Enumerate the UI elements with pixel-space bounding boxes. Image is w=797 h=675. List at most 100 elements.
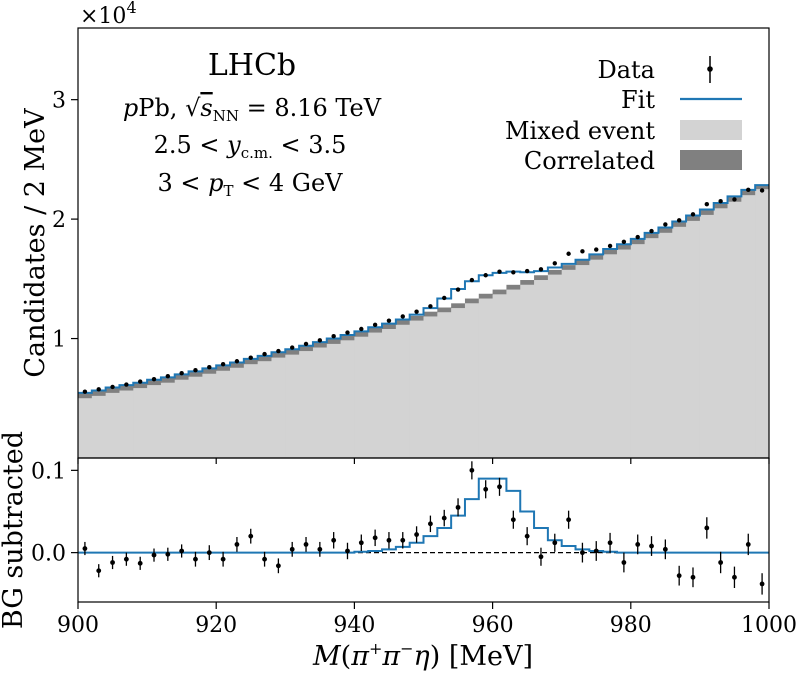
annotation-pt: 3 < pT < 4 GeV	[157, 169, 343, 200]
correlated-bar	[589, 254, 604, 260]
bg-subtracted-point	[662, 546, 668, 552]
mixed-event-bar	[188, 376, 203, 458]
bg-subtracted-point	[566, 517, 572, 523]
data-point	[524, 268, 530, 274]
data-point	[276, 348, 281, 354]
bg-subtracted-point	[704, 525, 710, 531]
data-point	[663, 222, 668, 227]
correlated-bar	[603, 249, 618, 255]
correlated-bar	[105, 388, 120, 393]
bg-subtracted-point	[607, 540, 613, 546]
y-tick-label: 2	[52, 208, 66, 233]
correlated-bar	[658, 228, 673, 233]
legend-marker-data-point	[707, 66, 713, 72]
bottom-fit-line	[78, 477, 769, 554]
mixed-event-bar	[285, 354, 300, 458]
correlated-bar	[133, 383, 148, 389]
bg-subtracted-point	[732, 574, 737, 580]
bg-subtracted-point	[345, 548, 350, 554]
mixed-event-bar	[299, 351, 314, 458]
mixed-event-bar	[699, 214, 715, 458]
mixed-event-bar	[382, 329, 397, 458]
data-point	[359, 326, 364, 332]
data-point	[386, 318, 392, 323]
bg-subtracted-point	[469, 467, 475, 473]
mixed-event-bar	[423, 316, 438, 458]
bg-subtracted-point	[82, 546, 88, 551]
bg-subtracted-point	[538, 554, 544, 560]
correlated-bar	[451, 303, 466, 309]
x-tick-label: 960	[472, 613, 514, 638]
bg-subtracted-point	[552, 540, 558, 546]
bg-subtracted-point	[676, 573, 682, 579]
data-point	[635, 234, 640, 240]
data-point	[552, 261, 557, 266]
bg-subtracted-point	[220, 556, 226, 562]
bg-subtracted-point	[289, 546, 295, 552]
bg-subtracted-point	[331, 537, 337, 543]
bg-subtracted-point	[358, 540, 364, 546]
correlated-bar	[755, 184, 770, 190]
mixed-event-bar	[91, 395, 107, 458]
bg-subtracted-point	[317, 546, 323, 552]
data-point	[718, 198, 723, 204]
bg-subtracted-point	[428, 521, 433, 527]
bg-subtracted-point	[262, 556, 267, 562]
legend-label-correlated: Correlated	[524, 147, 655, 175]
mixed-event-bar	[437, 312, 452, 458]
mixed-event-bar	[575, 265, 590, 458]
bg-subtracted-point	[179, 548, 185, 554]
bg-subtracted-point	[441, 515, 447, 521]
bg-subtracted-point	[483, 486, 489, 492]
mixed-event-bar	[630, 244, 646, 458]
mixed-event-bar	[230, 367, 245, 458]
correlated-bar	[437, 307, 452, 313]
data-point	[428, 304, 433, 309]
mixed-event-bar	[547, 274, 563, 458]
mixed-event-bar	[713, 208, 728, 458]
mixed-event-bar	[174, 379, 189, 458]
data-point	[234, 359, 240, 364]
mixed-event-bar	[686, 220, 701, 458]
bg-subtracted-point	[386, 537, 392, 543]
data-point	[511, 270, 516, 275]
mixed-event-bar	[492, 294, 507, 458]
bottom-panel-fit	[78, 477, 769, 554]
data-point	[732, 197, 737, 202]
mixed-event-bar	[658, 232, 673, 458]
correlated-bar	[699, 210, 715, 215]
mixed-event-bar	[78, 398, 93, 458]
correlated-bar	[326, 339, 341, 344]
data-point	[193, 368, 198, 373]
mixed-event-bar	[534, 280, 549, 458]
correlated-bar	[119, 385, 134, 391]
data-point	[179, 370, 184, 376]
data-point	[759, 188, 765, 193]
top-y-axis-label: Candidates / 2 MeV	[20, 108, 51, 378]
correlated-bar	[299, 346, 314, 352]
correlated-bar	[616, 244, 632, 250]
correlated-bar	[686, 216, 701, 221]
bg-subtracted-point	[372, 535, 378, 541]
bg-subtracted-point	[524, 533, 530, 539]
mixed-event-bar	[603, 254, 618, 458]
data-point	[649, 228, 654, 234]
mixed-event-bar	[271, 357, 286, 458]
data-point	[303, 341, 309, 347]
data-point	[82, 389, 88, 394]
data-point	[262, 351, 267, 357]
top-panel-y-ticks: 1 2 3	[52, 89, 78, 353]
data-point	[331, 333, 336, 339]
top-panel-histograms	[78, 184, 770, 459]
bottom-panel-y-ticks: 0.0 0.1	[31, 459, 78, 567]
correlated-bar	[575, 260, 590, 266]
mixed-event-bar	[616, 249, 632, 458]
mixed-event-bar	[202, 373, 217, 458]
y-tick-label: 1	[52, 328, 66, 353]
bg-subtracted-point	[759, 581, 765, 587]
mixed-event-bar	[368, 332, 383, 458]
bottom-panel: 0.0 0.1 900 920 940 960 980 1000 BG subtracted…	[0, 431, 797, 672]
mixed-event-bar	[312, 347, 328, 458]
legend-marker-correlated	[680, 150, 742, 170]
